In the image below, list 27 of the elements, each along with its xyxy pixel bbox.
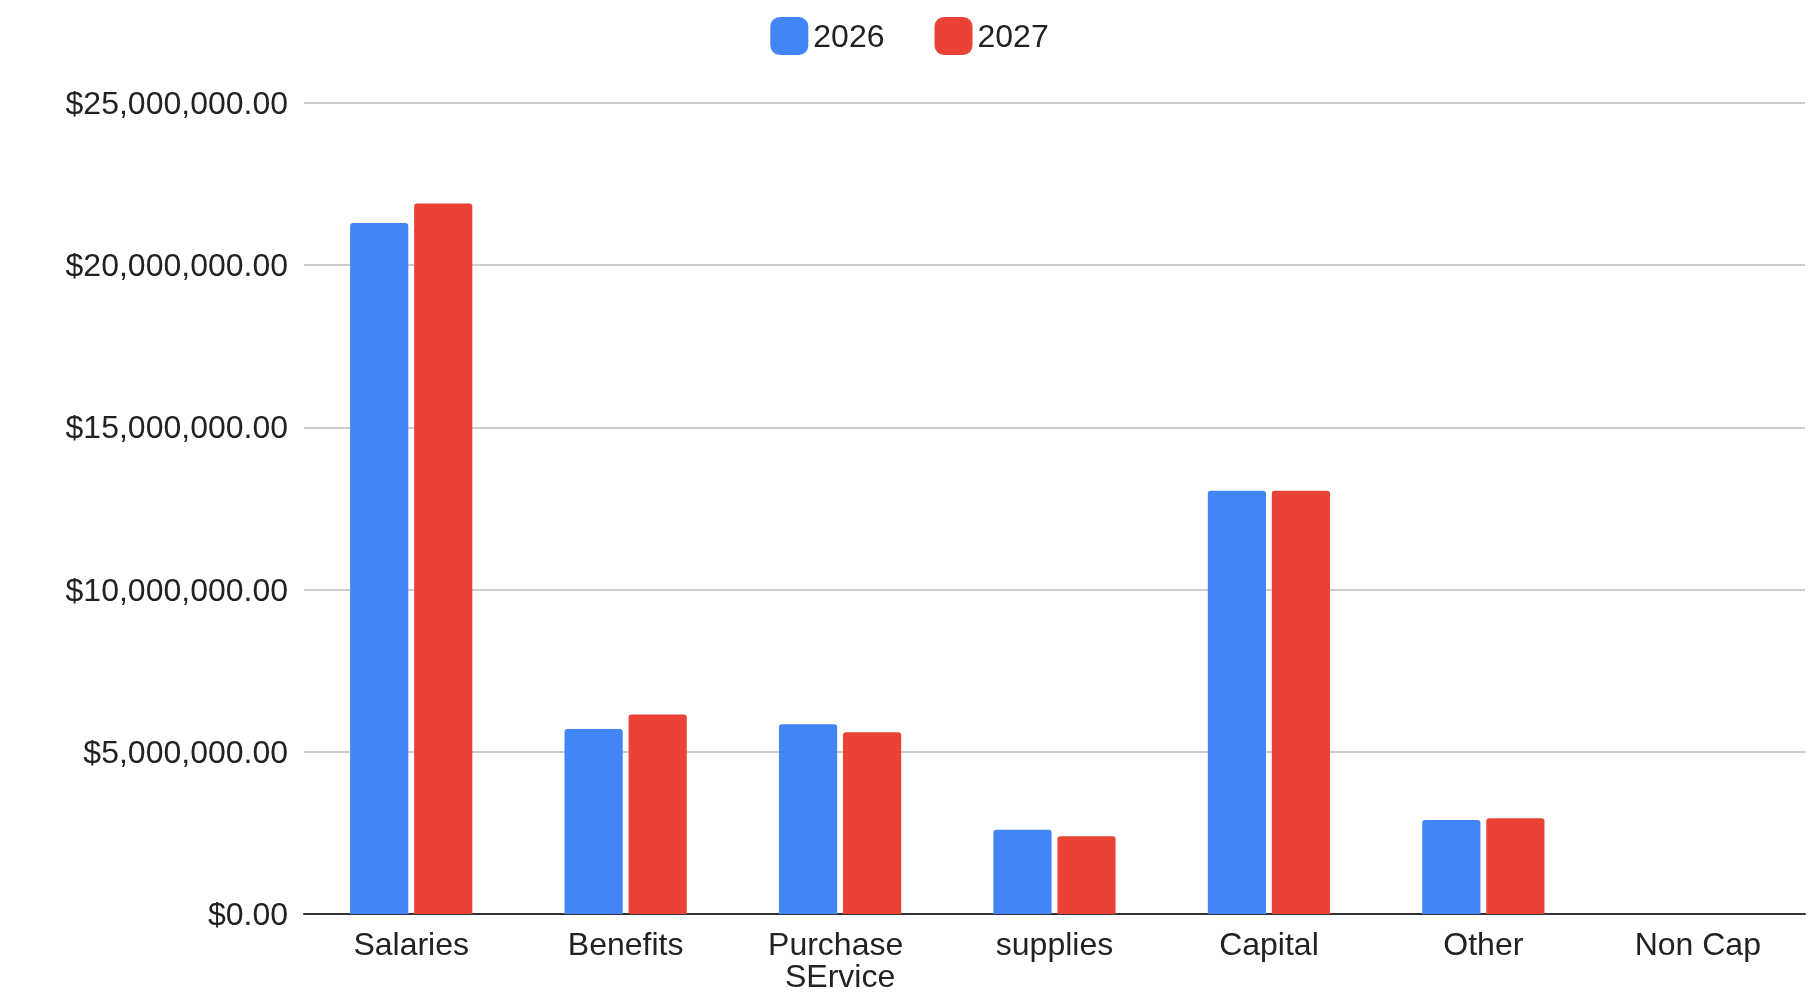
bar	[1486, 818, 1545, 914]
y-tick-label: $25,000,000.00	[65, 85, 288, 121]
y-tick-label: $10,000,000.00	[65, 571, 288, 608]
bar	[350, 223, 409, 914]
x-tick-label: Non Cap	[1634, 926, 1761, 962]
x-tick-label: supplies	[995, 926, 1114, 962]
bar	[778, 724, 838, 914]
x-tick-label: Capital	[1219, 926, 1319, 962]
bar	[628, 714, 687, 914]
bar	[414, 203, 473, 914]
bar	[1422, 819, 1481, 914]
bar	[842, 732, 902, 914]
x-tick-label: Purchase SErvice	[768, 926, 913, 994]
bar	[1207, 490, 1267, 914]
x-tick-label: Benefits	[567, 926, 684, 962]
bar	[564, 729, 623, 914]
bar	[993, 829, 1052, 914]
x-tick-label: Other	[1443, 926, 1524, 962]
y-tick-label: $5,000,000.00	[83, 733, 288, 770]
y-tick-label: $15,000,000.00	[65, 409, 288, 446]
bar	[1271, 490, 1331, 914]
bar	[1057, 836, 1116, 914]
legend-label: 2026	[813, 18, 885, 54]
y-tick-label: $20,000,000.00	[65, 247, 288, 284]
legend-label: 2027	[977, 18, 1049, 54]
x-tick-label: Salaries	[353, 926, 470, 962]
y-tick-label: $0.00	[207, 896, 288, 932]
